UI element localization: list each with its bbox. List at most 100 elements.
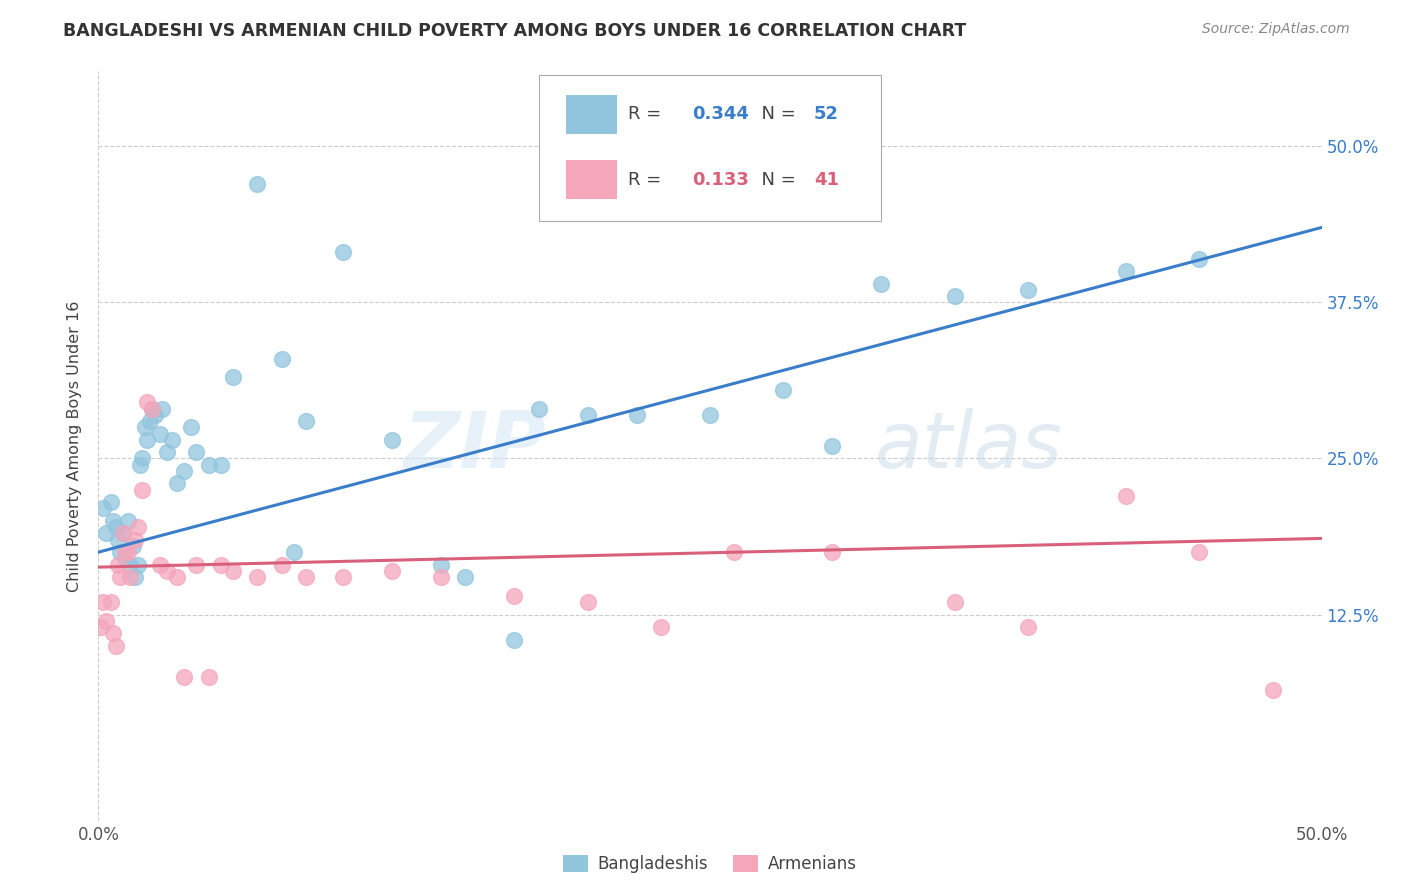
Point: [295, 570, 318, 584]
Point: [246, 177, 269, 191]
Point: [114, 551, 136, 566]
Point: [503, 589, 526, 603]
Point: [270, 351, 294, 366]
Point: [180, 420, 202, 434]
Point: [246, 570, 269, 584]
Point: [100, 595, 122, 609]
Text: N =: N =: [751, 171, 801, 189]
Point: [209, 458, 232, 472]
Point: [129, 458, 152, 472]
Point: [222, 564, 245, 578]
Text: BANGLADESHI VS ARMENIAN CHILD POVERTY AMONG BOYS UNDER 16 CORRELATION CHART: BANGLADESHI VS ARMENIAN CHILD POVERTY AM…: [63, 22, 966, 40]
Point: [134, 420, 156, 434]
Point: [870, 277, 893, 291]
Point: [94, 526, 117, 541]
Point: [104, 639, 127, 653]
Point: [332, 570, 354, 584]
Text: 0.344: 0.344: [692, 105, 748, 123]
Point: [1188, 545, 1211, 559]
Point: [650, 620, 672, 634]
Point: [111, 526, 134, 541]
Point: [149, 558, 172, 572]
Point: [772, 383, 794, 397]
Point: [120, 558, 142, 572]
Point: [91, 595, 114, 609]
Point: [381, 564, 404, 578]
Point: [576, 408, 599, 422]
Point: [454, 570, 477, 584]
Point: [127, 558, 149, 572]
Text: ZIP: ZIP: [402, 408, 546, 484]
Point: [173, 464, 195, 478]
Point: [136, 433, 159, 447]
Point: [131, 483, 153, 497]
Text: atlas: atlas: [875, 408, 1063, 484]
Point: [120, 570, 142, 584]
Point: [332, 245, 354, 260]
Point: [117, 545, 139, 559]
Point: [107, 533, 129, 547]
Text: 52: 52: [814, 105, 839, 123]
Bar: [565, 160, 617, 199]
Point: [430, 570, 453, 584]
Point: [139, 414, 162, 428]
Point: [699, 408, 721, 422]
Point: [1188, 252, 1211, 266]
Point: [186, 445, 208, 459]
Text: R =: R =: [628, 105, 666, 123]
Point: [124, 570, 146, 584]
Point: [156, 445, 179, 459]
Point: [821, 439, 844, 453]
Point: [111, 526, 134, 541]
Point: [197, 670, 219, 684]
Point: [1261, 682, 1284, 697]
Y-axis label: Child Poverty Among Boys Under 16: Child Poverty Among Boys Under 16: [67, 301, 83, 591]
Point: [209, 558, 232, 572]
Point: [222, 370, 245, 384]
Point: [166, 476, 188, 491]
Point: [100, 495, 122, 509]
Point: [186, 558, 208, 572]
Point: [1017, 620, 1039, 634]
Point: [101, 626, 124, 640]
Point: [381, 433, 404, 447]
Point: [283, 545, 305, 559]
Point: [114, 545, 136, 559]
Point: [149, 426, 172, 441]
Point: [104, 520, 127, 534]
Point: [150, 401, 173, 416]
Point: [121, 539, 143, 553]
Text: 41: 41: [814, 171, 839, 189]
Point: [723, 545, 745, 559]
Text: N =: N =: [751, 105, 801, 123]
Point: [141, 401, 163, 416]
Point: [110, 545, 132, 559]
Point: [295, 414, 318, 428]
Legend: Bangladeshis, Armenians: Bangladeshis, Armenians: [555, 848, 865, 880]
Point: [527, 401, 550, 416]
Point: [270, 558, 294, 572]
Point: [117, 514, 139, 528]
Point: [124, 533, 146, 547]
Point: [576, 595, 599, 609]
Point: [1115, 489, 1137, 503]
Point: [143, 408, 166, 422]
Point: [430, 558, 453, 572]
Point: [503, 632, 526, 647]
Point: [141, 401, 163, 416]
Point: [173, 670, 195, 684]
Point: [91, 501, 114, 516]
Point: [943, 595, 966, 609]
Point: [156, 564, 179, 578]
Text: Source: ZipAtlas.com: Source: ZipAtlas.com: [1202, 22, 1350, 37]
Point: [127, 520, 149, 534]
Point: [821, 545, 844, 559]
Point: [136, 395, 159, 409]
Point: [101, 514, 124, 528]
Point: [626, 408, 648, 422]
Bar: [565, 95, 617, 134]
Point: [107, 558, 129, 572]
Point: [94, 614, 117, 628]
Text: 0.133: 0.133: [692, 171, 748, 189]
Point: [110, 570, 132, 584]
